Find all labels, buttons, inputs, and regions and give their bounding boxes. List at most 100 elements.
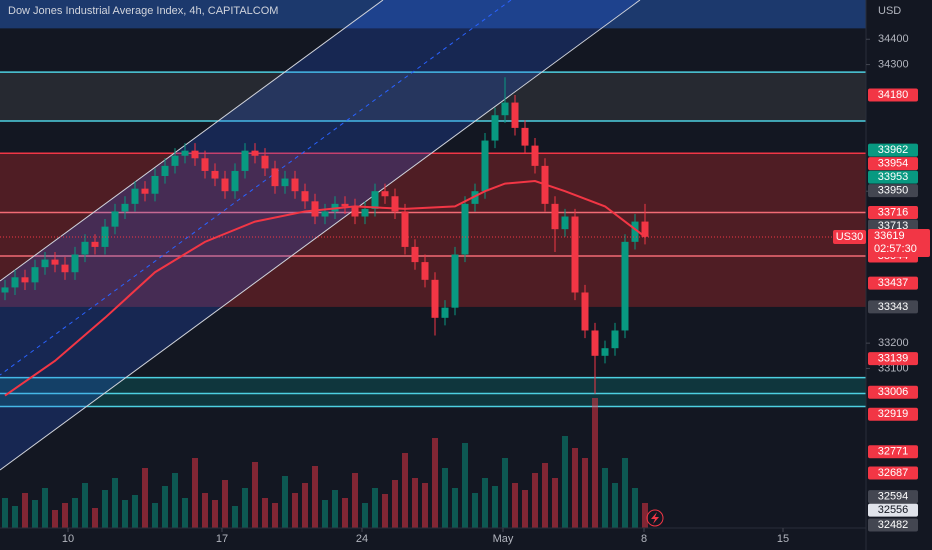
volume-bar [362, 503, 368, 528]
candle-body [221, 178, 229, 192]
price-label-bg [868, 518, 918, 532]
candle-body [571, 216, 579, 293]
candle-body [301, 191, 309, 202]
candle-body [151, 176, 159, 194]
candle-body [481, 140, 489, 192]
x-tick-label: 24 [356, 533, 368, 545]
price-label-bg [868, 205, 918, 219]
candle-body [261, 155, 269, 169]
currency: USD [878, 5, 901, 17]
candle-body [201, 158, 209, 171]
volume-bar [252, 462, 258, 528]
volume-bar [322, 500, 328, 528]
alert-icon[interactable] [646, 509, 664, 527]
volume-bar [542, 463, 548, 528]
volume-bar [62, 503, 68, 528]
x-tick-label: 10 [62, 533, 74, 545]
price-label: 32556 [878, 504, 909, 516]
candle-body [281, 178, 289, 187]
candle-body [81, 241, 89, 255]
candle-body [291, 178, 299, 192]
volume-bar [142, 468, 148, 528]
candle-body [241, 150, 249, 171]
volume-bar [122, 500, 128, 528]
price-label-bg [868, 490, 918, 504]
candle-body [161, 165, 169, 176]
volume-bar [432, 438, 438, 528]
candle-body [411, 246, 419, 263]
volume-bar [522, 490, 528, 528]
channel-lower [0, 0, 641, 471]
volume-bar [452, 488, 458, 528]
volume-bar [112, 478, 118, 528]
volume-bar [302, 483, 308, 528]
volume-bar [242, 488, 248, 528]
volume-bar [222, 480, 228, 528]
candle-body [621, 241, 629, 331]
price-label: 33950 [878, 185, 909, 197]
volume-bar [22, 493, 28, 528]
volume-bar [132, 495, 138, 528]
candle-body [171, 155, 179, 166]
candle-body [31, 267, 39, 283]
plot [0, 77, 866, 528]
y-tick-label: 33200 [878, 337, 909, 349]
volume-bar [382, 494, 388, 528]
candle-body [361, 208, 369, 217]
price-label: 32594 [878, 491, 909, 503]
candle-body [431, 279, 439, 318]
axis-labels: 3440034300338003320033100101724May815341… [62, 33, 930, 545]
time-axis [0, 528, 866, 550]
price-label-bg [868, 445, 918, 459]
zone [0, 0, 866, 29]
volume-bar [482, 478, 488, 528]
candle-body [211, 170, 219, 179]
volume-bar [202, 493, 208, 528]
price-label: 32687 [878, 467, 909, 479]
alert-bolt [651, 512, 659, 524]
candle-body [491, 115, 499, 141]
volume-bar [462, 443, 468, 528]
candle-body [551, 203, 559, 230]
candle-body [591, 330, 599, 356]
price-label-bg [868, 503, 918, 517]
candle-body [61, 264, 69, 273]
candle-body [451, 254, 459, 308]
volume-bar [232, 506, 238, 528]
price-label-bg [868, 466, 918, 480]
candle-body [641, 221, 649, 237]
candle-body [271, 168, 279, 187]
price-label: 33953 [878, 171, 909, 183]
x-tick-label: May [493, 533, 514, 545]
price-label: 33139 [878, 352, 909, 364]
price-label: 34180 [878, 89, 909, 101]
volume-bar [162, 486, 168, 528]
price-label: 32482 [878, 519, 909, 531]
price-label: 33006 [878, 386, 909, 398]
moving-average [4, 180, 646, 397]
candle-body [401, 211, 409, 247]
volume-bar [582, 458, 588, 528]
y-tick-label: 34300 [878, 58, 909, 70]
price-label-bg [868, 157, 918, 171]
candle-body [311, 201, 319, 217]
volume-bar [152, 503, 158, 528]
candle-body [381, 191, 389, 197]
candle-body [341, 203, 349, 207]
volume-bar [572, 448, 578, 528]
y-tick-label: 34400 [878, 33, 909, 45]
volume-bar [502, 458, 508, 528]
volume-bar [32, 500, 38, 528]
volume-bar [172, 473, 178, 528]
volume-bar [352, 473, 358, 528]
volume-bar [182, 498, 188, 528]
candle-body [251, 150, 259, 156]
candle-body [391, 196, 399, 212]
volume-bar [282, 476, 288, 528]
zone [0, 377, 866, 407]
candle-body [121, 203, 129, 212]
volume-bar [262, 498, 268, 528]
candle-body [601, 348, 609, 356]
x-tick-label: 17 [216, 533, 228, 545]
volume-bar [592, 398, 598, 528]
